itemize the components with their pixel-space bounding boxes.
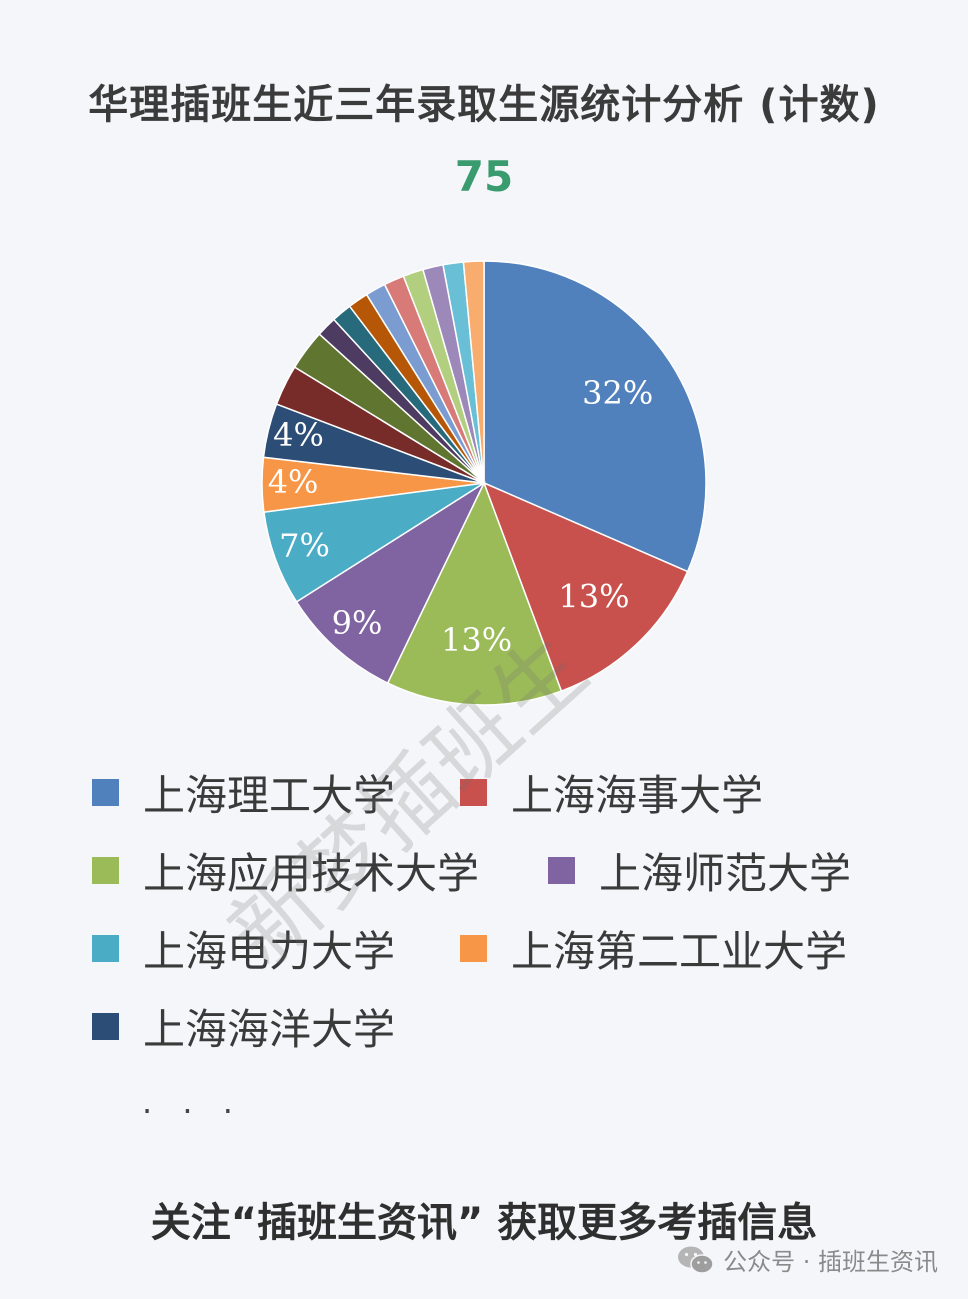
slice-label-4: 9% xyxy=(332,604,383,642)
legend-label: 上海师范大学 xyxy=(599,848,852,898)
slice-label-1: 32% xyxy=(582,374,653,412)
legend-item: 上海海事大学 xyxy=(460,762,763,822)
wechat-icon xyxy=(678,1246,714,1274)
legend-label: 上海电力大学 xyxy=(143,926,396,976)
legend-item: 上海应用技术大学 xyxy=(92,840,479,900)
legend-swatch xyxy=(92,934,119,962)
pie-slice-2 xyxy=(482,481,689,693)
legend-label: 上海第二工业大学 xyxy=(511,926,848,976)
legend-label: 上海海洋大学 xyxy=(143,1004,396,1054)
pie-slice-3 xyxy=(386,481,563,706)
total-count: 75 xyxy=(454,152,514,201)
legend-label: 上海理工大学 xyxy=(143,770,396,820)
legend-swatch xyxy=(460,778,487,806)
pie-slice-1 xyxy=(483,260,707,573)
legend-swatch xyxy=(92,856,119,884)
legend-swatch xyxy=(460,934,487,962)
legend-label: 上海应用技术大学 xyxy=(143,848,480,898)
legend-item: 上海师范大学 xyxy=(548,840,851,900)
pie-slice-4 xyxy=(295,480,486,685)
legend-label: 上海海事大学 xyxy=(511,770,764,820)
legend-more: · · · xyxy=(142,1092,243,1130)
legend-item: 上海理工大学 xyxy=(92,762,395,822)
pie-slice-other-18 xyxy=(462,260,485,484)
source-credit: 公众号 · 插班生资讯 xyxy=(677,1242,938,1277)
legend-item: 上海海洋大学 xyxy=(92,996,395,1056)
legend-item: 上海电力大学 xyxy=(92,918,395,978)
footer-cta: 关注“插班生资讯” 获取更多考插信息 xyxy=(150,1200,818,1246)
legend-item: 上海第二工业大学 xyxy=(460,918,847,978)
source-text: 公众号 · 插班生资讯 xyxy=(723,1248,938,1276)
chart-title: 华理插班生近三年录取生源统计分析 (计数) xyxy=(88,82,880,128)
slice-label-3: 13% xyxy=(441,621,512,659)
legend-swatch xyxy=(548,856,575,884)
slice-label-6: 4% xyxy=(268,463,319,501)
legend-swatch xyxy=(92,1012,119,1040)
slice-label-7: 4% xyxy=(273,416,324,454)
legend-swatch xyxy=(92,778,119,806)
slice-label-5: 7% xyxy=(279,527,330,565)
slice-label-2: 13% xyxy=(558,578,629,616)
